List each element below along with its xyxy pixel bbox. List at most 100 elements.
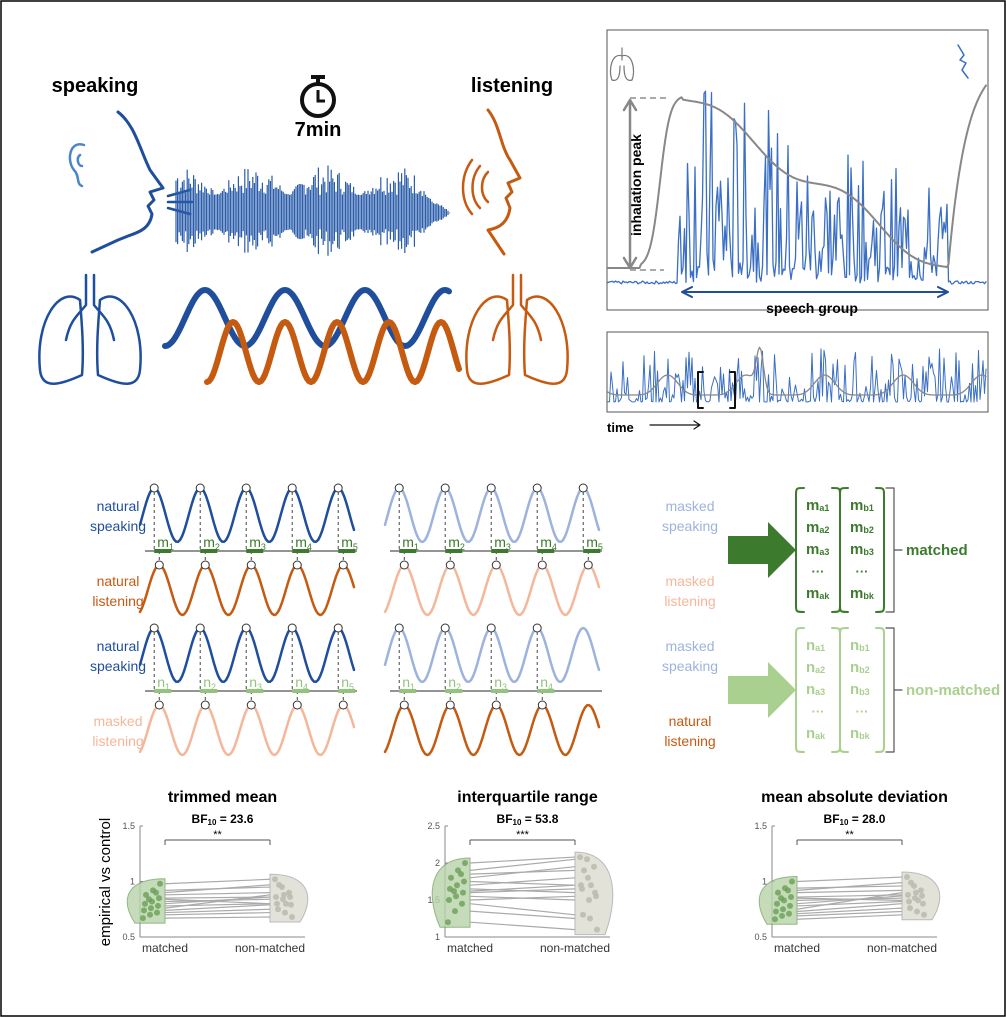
- interval-base: m: [402, 534, 414, 550]
- peak: [487, 484, 495, 492]
- peak: [339, 561, 347, 569]
- entry-sub: bk: [863, 591, 874, 601]
- bf-rest: = 28.0: [848, 812, 885, 826]
- matrix-label: matched: [906, 542, 968, 559]
- bf-base: BF: [497, 812, 513, 826]
- entry-sub: a3: [815, 687, 825, 697]
- matrix-ellipsis: ···: [812, 564, 825, 579]
- entry-base: m: [806, 541, 819, 558]
- peak: [293, 701, 301, 709]
- overview-panel: [607, 332, 988, 412]
- role-label: natural: [97, 638, 140, 654]
- entry-sub: b2: [863, 525, 874, 535]
- peak: [201, 701, 209, 709]
- entry-base: n: [850, 637, 859, 654]
- non-matched-point: [273, 894, 279, 900]
- interval-base: n: [341, 674, 349, 690]
- peak: [395, 624, 403, 632]
- bayes-factor: BF10 = 53.8: [497, 812, 559, 827]
- interval-sub: 5: [353, 542, 358, 552]
- interval-base: n: [203, 674, 211, 690]
- interval-base: m: [341, 534, 353, 550]
- interval-sub: 4: [548, 682, 553, 692]
- peak: [538, 561, 546, 569]
- matched-point: [788, 894, 794, 900]
- peak: [492, 561, 500, 569]
- peak: [196, 484, 204, 492]
- entry-sub: a2: [819, 525, 829, 535]
- peak: [242, 624, 250, 632]
- peak: [201, 561, 209, 569]
- peak: [196, 624, 204, 632]
- bayes-factor: BF10 = 23.6: [192, 812, 254, 827]
- matched-point: [785, 887, 791, 893]
- interval-sub: 1: [169, 542, 174, 552]
- role-label: masked: [665, 638, 714, 654]
- entry-sub: a3: [819, 547, 829, 557]
- time-label: time: [607, 420, 634, 435]
- bf-rest: = 23.6: [216, 812, 253, 826]
- matched-point: [157, 881, 163, 887]
- role-label: natural: [97, 498, 140, 514]
- role-label: speaking: [662, 658, 718, 674]
- non-matched-point: [915, 897, 921, 903]
- non-matched-point: [281, 892, 287, 898]
- plot-title: trimmed mean: [168, 789, 277, 806]
- matched-point: [789, 879, 795, 885]
- matched-point: [772, 916, 778, 922]
- non-matched-point: [919, 893, 925, 899]
- interval-sub: 2: [211, 682, 216, 692]
- interval-sub: 2: [456, 682, 461, 692]
- interval-base: m: [203, 534, 215, 550]
- non-matched-point: [577, 854, 583, 860]
- entry-base: m: [850, 585, 863, 602]
- interval-base: n: [448, 674, 456, 690]
- bayes-factor: BF10 = 28.0: [824, 812, 886, 827]
- matrix-ellipsis: ···: [856, 564, 869, 579]
- non-matched-point: [585, 875, 591, 881]
- role-label: listening: [664, 733, 715, 749]
- non-matched-point: [272, 876, 278, 882]
- interval-sub: 1: [410, 682, 415, 692]
- matched-point: [773, 908, 779, 914]
- interval-sub: 4: [552, 542, 557, 552]
- non-matched-point: [584, 856, 590, 862]
- matched-point: [459, 901, 465, 907]
- role-label: speaking: [662, 518, 718, 534]
- role-label: listening: [664, 593, 715, 609]
- non-matched-point: [921, 912, 927, 918]
- peak: [247, 561, 255, 569]
- x-tick-label: matched: [447, 941, 493, 955]
- interval-base: m: [540, 534, 552, 550]
- non-matched-point: [587, 916, 593, 922]
- bf-rest: = 53.8: [521, 812, 558, 826]
- matched-point: [452, 908, 458, 914]
- matched-point: [778, 895, 784, 901]
- non-matched-point: [920, 901, 926, 907]
- interval-sub: 1: [414, 542, 419, 552]
- role-label: speaking: [90, 658, 146, 674]
- peak: [247, 701, 255, 709]
- matched-point: [445, 919, 451, 925]
- interval-sub: 3: [502, 682, 507, 692]
- entry-base: n: [850, 659, 859, 676]
- matched-point: [154, 910, 160, 916]
- y-tick-label: 2: [435, 858, 440, 868]
- entry-sub: bk: [859, 731, 870, 741]
- matched-point: [153, 890, 159, 896]
- entry-sub: b1: [863, 503, 874, 513]
- entry-base: m: [806, 497, 819, 514]
- entry-sub: b3: [863, 547, 874, 557]
- interval-sub: 1: [165, 682, 170, 692]
- peak: [288, 484, 296, 492]
- entry-sub: b3: [859, 687, 870, 697]
- significance: **: [213, 829, 222, 841]
- peak: [487, 624, 495, 632]
- role-label: listening: [92, 733, 143, 749]
- role-label: masked: [93, 713, 142, 729]
- non-matched-point: [905, 892, 911, 898]
- y-tick-label: 1: [130, 877, 135, 887]
- speech-group-label: speech group: [766, 300, 858, 316]
- entry-sub: a1: [819, 503, 829, 513]
- matched-point: [446, 897, 452, 903]
